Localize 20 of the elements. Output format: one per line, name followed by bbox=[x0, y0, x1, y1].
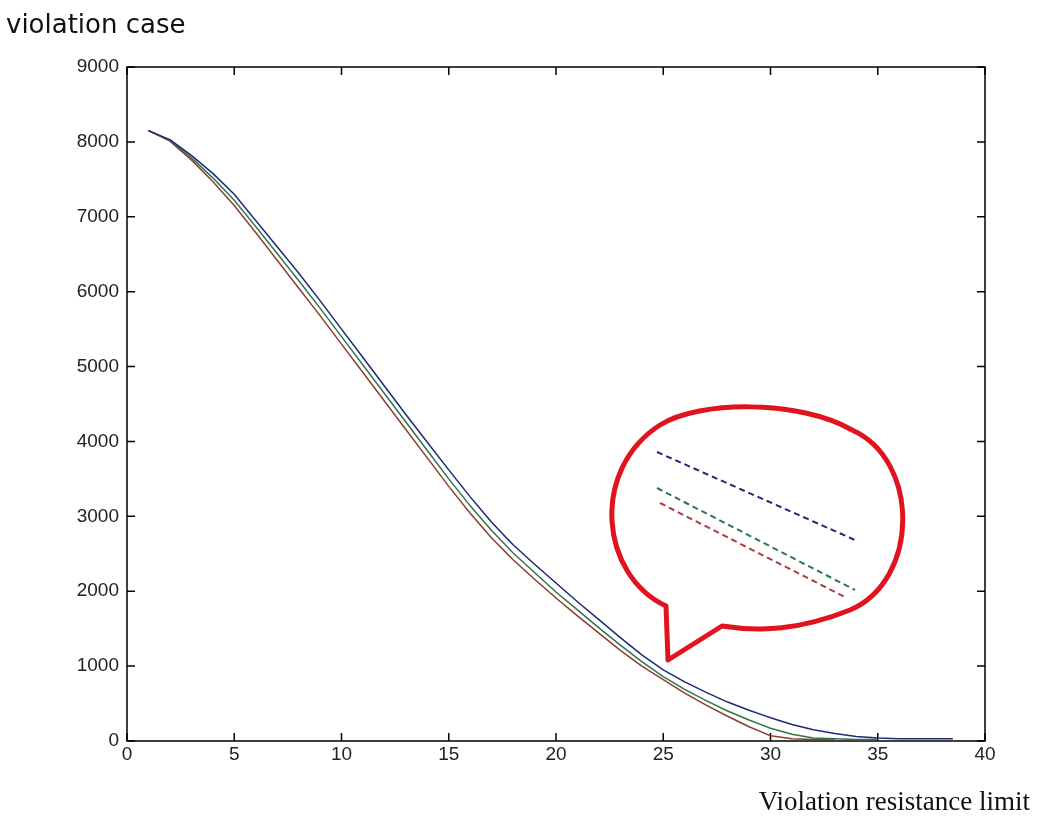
y-tick-label: 4000 bbox=[76, 429, 119, 451]
x-tick-label: 30 bbox=[759, 742, 782, 764]
x-tick-label: 25 bbox=[652, 742, 674, 764]
y-tick-label: 9000 bbox=[76, 55, 119, 77]
y-tick-label: 3000 bbox=[76, 504, 119, 526]
y-tick-label: 6000 bbox=[76, 279, 119, 301]
x-tick-label: 5 bbox=[228, 742, 240, 764]
x-axis-title: Violation resistance limit bbox=[758, 786, 1031, 816]
x-tick-label: 20 bbox=[545, 742, 567, 764]
x-tick-label: 10 bbox=[330, 742, 353, 764]
y-tick-label: 2000 bbox=[76, 579, 119, 601]
y-tick-label: 5000 bbox=[76, 354, 119, 376]
y-tick-label: 1000 bbox=[76, 654, 119, 676]
x-tick-label: 35 bbox=[867, 742, 889, 764]
y-tick-label: 8000 bbox=[76, 130, 119, 152]
x-tick-label: 15 bbox=[438, 742, 460, 764]
x-tick-label: 0 bbox=[121, 742, 133, 764]
x-tick-label: 40 bbox=[974, 742, 996, 764]
y-tick-label: 7000 bbox=[76, 205, 119, 227]
y-axis-title: violation case bbox=[6, 9, 186, 39]
